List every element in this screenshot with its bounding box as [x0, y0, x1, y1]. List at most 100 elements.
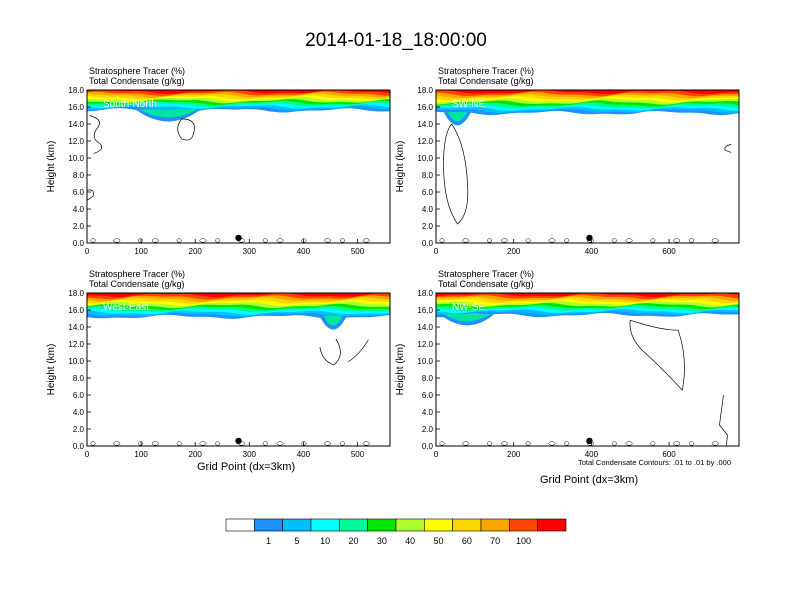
surface-contour: [362, 441, 370, 446]
surface-contour: [650, 441, 656, 446]
x-tick-label: 100: [134, 450, 148, 459]
y-tick-label: 2.0: [73, 425, 85, 434]
x-tick-label: 0: [434, 450, 439, 459]
y-tick-label: 4.0: [73, 205, 85, 214]
surface-contour: [176, 238, 182, 243]
surface-contour: [564, 238, 570, 243]
colorbar-label: 20: [348, 536, 358, 546]
y-axis-label: Height (km): [395, 141, 406, 193]
colorbar-label: 100: [516, 536, 531, 546]
y-tick-label: 16.0: [417, 306, 433, 315]
y-tick-label: 14.0: [68, 323, 84, 332]
x-tick-label: 400: [585, 247, 599, 256]
surface-contour: [215, 441, 221, 446]
x-tick-label: 200: [507, 450, 521, 459]
surface-contour: [324, 441, 332, 446]
colorbar-label: 70: [490, 536, 500, 546]
y-tick-label: 8.0: [422, 374, 434, 383]
x-axis-label-left: Grid Point (dx=3km): [197, 461, 296, 473]
tracer-band: [436, 90, 739, 95]
x-tick-label: 200: [189, 247, 203, 256]
colorbar-label: 10: [320, 536, 330, 546]
tracer-band: [436, 293, 739, 298]
surface-contour: [90, 238, 96, 243]
y-tick-label: 18.0: [68, 86, 84, 95]
y-tick-label: 14.0: [417, 323, 433, 332]
plot-frame: [435, 292, 740, 447]
x-tick-label: 600: [662, 247, 676, 256]
surface-contour: [500, 238, 508, 243]
y-tick-label: 10.0: [417, 154, 433, 163]
y-tick-label: 2.0: [422, 222, 434, 231]
y-axis-label: Height (km): [46, 141, 57, 193]
condensate-contour: [177, 118, 195, 141]
y-tick-label: 18.0: [68, 289, 84, 298]
y-tick-label: 12.0: [68, 137, 84, 146]
x-tick-label: 200: [189, 450, 203, 459]
y-tick-label: 16.0: [417, 103, 433, 112]
surface-contour: [611, 441, 617, 446]
surface-contour: [688, 238, 694, 243]
surface-contour: [199, 238, 207, 243]
surface-contour: [339, 238, 345, 243]
surface-contour: [711, 238, 719, 243]
surface-contour: [673, 441, 681, 446]
y-tick-label: 6.0: [73, 188, 85, 197]
tracer-field-1: [436, 90, 739, 243]
x-tick-label: 600: [662, 450, 676, 459]
y-tick-label: 6.0: [73, 391, 85, 400]
tracer-band: [87, 293, 390, 298]
condensate-contour: [719, 394, 728, 446]
surface-contour: [339, 441, 345, 446]
y-tick-label: 16.0: [68, 103, 84, 112]
colorbar-swatch: [452, 518, 482, 532]
x-tick-label: 0: [85, 450, 90, 459]
surface-contour: [525, 238, 531, 243]
surface-contour: [215, 238, 221, 243]
surface-contour: [151, 238, 159, 243]
colorbar-swatch: [225, 518, 255, 532]
y-tick-label: 18.0: [417, 289, 433, 298]
colorbar-swatch: [480, 518, 510, 532]
surface-contour: [138, 238, 144, 243]
location-marker: [235, 234, 242, 242]
panel-label-condensate: Total Condensate (g/kg): [89, 76, 185, 86]
surface-contour: [301, 441, 307, 446]
x-tick-label: 0: [434, 247, 439, 256]
condensate-contour: [87, 189, 94, 201]
condensate-contour: [89, 115, 103, 154]
colorbar-swatch: [254, 518, 283, 532]
tracer-intrusion-core: [323, 315, 343, 326]
plot-frame: [86, 89, 391, 244]
surface-contour: [176, 441, 182, 446]
y-tick-label: 12.0: [68, 340, 84, 349]
surface-contour: [301, 238, 307, 243]
cross-section-label: NW-SE: [452, 302, 485, 313]
x-tick-label: 300: [243, 247, 257, 256]
y-tick-label: 8.0: [73, 374, 85, 383]
colorbar-swatch: [395, 518, 425, 532]
y-tick-label: 10.0: [68, 154, 84, 163]
tracer-intrusion-core: [443, 314, 491, 322]
y-tick-label: 14.0: [68, 120, 84, 129]
colorbar-swatch: [537, 518, 567, 532]
surface-contour: [462, 441, 470, 446]
x-tick-label: 500: [351, 247, 365, 256]
plot-frame: [86, 292, 391, 447]
surface-contour: [138, 441, 144, 446]
y-axis-label: Height (km): [395, 344, 406, 396]
panel-label-condensate: Total Condensate (g/kg): [438, 279, 534, 289]
surface-contour: [276, 238, 284, 243]
y-tick-label: 0.0: [422, 239, 434, 248]
surface-contour: [673, 238, 681, 243]
colorbar-label: 5: [294, 536, 299, 546]
surface-contour: [525, 441, 531, 446]
surface-contour: [151, 441, 159, 446]
y-tick-label: 4.0: [422, 205, 434, 214]
tracer-field-3: [436, 293, 739, 446]
colorbar-label: 50: [433, 536, 443, 546]
surface-contour: [688, 441, 694, 446]
x-tick-label: 100: [134, 247, 148, 256]
y-tick-label: 8.0: [73, 171, 85, 180]
